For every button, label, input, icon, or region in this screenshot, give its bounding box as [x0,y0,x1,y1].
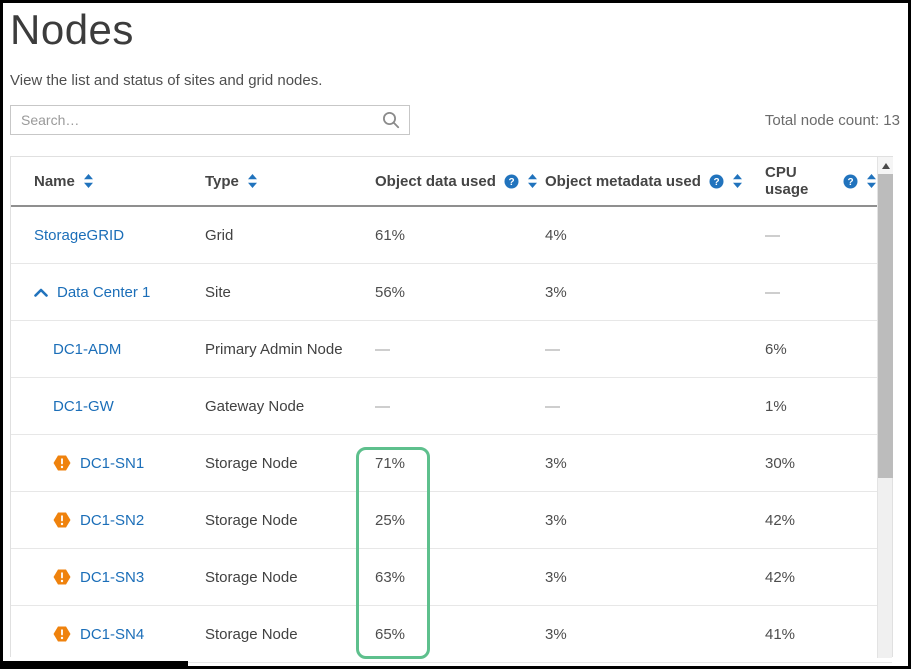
cpu-usage-value: 41% [765,625,796,643]
cpu-usage-value: — [765,226,780,244]
sort-icon[interactable] [732,173,743,189]
svg-text:?: ? [508,177,514,188]
column-header-type[interactable]: Type [205,157,375,205]
node-name-link[interactable]: DC1-ADM [53,340,122,358]
warning-icon [53,512,71,528]
svg-text:?: ? [847,177,853,188]
help-icon[interactable]: ? [504,174,519,189]
object-data-used-value: 71% [375,454,406,472]
sort-icon[interactable] [247,173,258,189]
page-subtitle: View the list and status of sites and gr… [10,72,323,89]
table-row: DC1-SN1 Storage Node 71% 3% 30% [11,435,892,492]
node-type: Site [205,283,231,301]
nodes-table: Name Type Object data used ? Object meta… [10,156,893,663]
screenshot-border-top [0,0,911,3]
table-row: DC1-SN2 Storage Node 25% 3% 42% [11,492,892,549]
column-header-object-data-used[interactable]: Object data used ? [375,157,545,205]
node-name-link[interactable]: DC1-GW [53,397,114,415]
table-row: DC1-SN3 Storage Node 63% 3% 42% [11,549,892,606]
object-metadata-used-value: 3% [545,283,567,301]
screenshot-border-right [908,0,911,669]
node-type: Primary Admin Node [205,340,343,358]
object-data-used-value: 56% [375,283,406,301]
cpu-usage-value: 6% [765,340,787,358]
table-scrollbar[interactable] [877,157,893,658]
object-data-used-value: 63% [375,568,406,586]
sort-icon[interactable] [866,173,877,189]
column-label: Object data used [375,172,496,190]
table-row: Data Center 1 Site 56% 3% — [11,264,892,321]
warning-icon [53,455,71,471]
cpu-usage-value: 30% [765,454,796,472]
node-type: Grid [205,226,234,244]
scrollbar-thumb[interactable] [878,174,893,478]
node-type: Storage Node [205,454,298,472]
cpu-usage-value: 1% [765,397,787,415]
column-label: Type [205,172,239,190]
node-name-link[interactable]: DC1-SN4 [80,625,145,643]
table-row: StorageGRID Grid 61% 4% — [11,207,892,264]
screenshot-border-bottom-thick [0,661,188,669]
total-node-count: Total node count: 13 [764,111,900,129]
cpu-usage-value: 42% [765,568,796,586]
object-metadata-used-value: 3% [545,454,567,472]
object-metadata-used-value: — [545,340,560,358]
search-row: Total node count: 13 [10,105,908,135]
node-type: Storage Node [205,568,298,586]
table-body: StorageGRID Grid 61% 4% — Data Center 1 … [11,207,892,663]
column-label: Object metadata used [545,172,701,190]
object-metadata-used-value: 3% [545,625,567,643]
object-data-used-value: 61% [375,226,406,244]
page-title: Nodes [10,6,134,53]
node-name-link[interactable]: DC1-SN1 [80,454,145,472]
object-data-used-value: — [375,340,390,358]
column-label: CPU usage [765,164,809,198]
object-metadata-used-value: 3% [545,511,567,529]
column-label: Name [34,172,75,190]
node-type: Gateway Node [205,397,305,415]
warning-icon [53,569,71,585]
help-icon[interactable]: ? [843,174,858,189]
object-metadata-used-value: — [545,397,560,415]
table-row: DC1-SN4 Storage Node 65% 3% 41% [11,606,892,663]
node-name-link[interactable]: Data Center 1 [57,283,151,301]
search-box [10,105,410,135]
node-name-link[interactable]: DC1-SN2 [80,511,145,529]
cpu-usage-value: — [765,283,780,301]
search-input[interactable] [10,105,410,135]
table-row: DC1-GW Gateway Node — — 1% [11,378,892,435]
help-icon[interactable]: ? [709,174,724,189]
search-icon [382,111,400,134]
column-header-object-metadata-used[interactable]: Object metadata used ? [545,157,765,205]
scrollbar-up-arrow-icon[interactable] [878,157,893,174]
object-data-used-value: 25% [375,511,406,529]
object-data-used-value: — [375,397,390,415]
column-header-name[interactable]: Name [11,157,205,205]
cpu-usage-value: 42% [765,511,796,529]
warning-icon [53,626,71,642]
object-metadata-used-value: 3% [545,568,567,586]
sort-icon[interactable] [83,173,94,189]
object-data-used-value: 65% [375,625,406,643]
column-header-cpu-usage[interactable]: CPU usage ? [765,157,877,205]
table-row: DC1-ADM Primary Admin Node — — 6% [11,321,892,378]
svg-text:?: ? [713,177,719,188]
node-type: Storage Node [205,625,298,643]
screenshot-border-left [0,0,3,669]
node-type: Storage Node [205,511,298,529]
object-metadata-used-value: 4% [545,226,567,244]
node-name-link[interactable]: DC1-SN3 [80,568,145,586]
table-header-row: Name Type Object data used ? Object meta… [11,157,892,207]
collapse-chevron-icon[interactable] [34,288,48,297]
node-name-link[interactable]: StorageGRID [34,226,125,244]
screenshot-border-bottom [0,666,911,669]
sort-icon[interactable] [527,173,538,189]
